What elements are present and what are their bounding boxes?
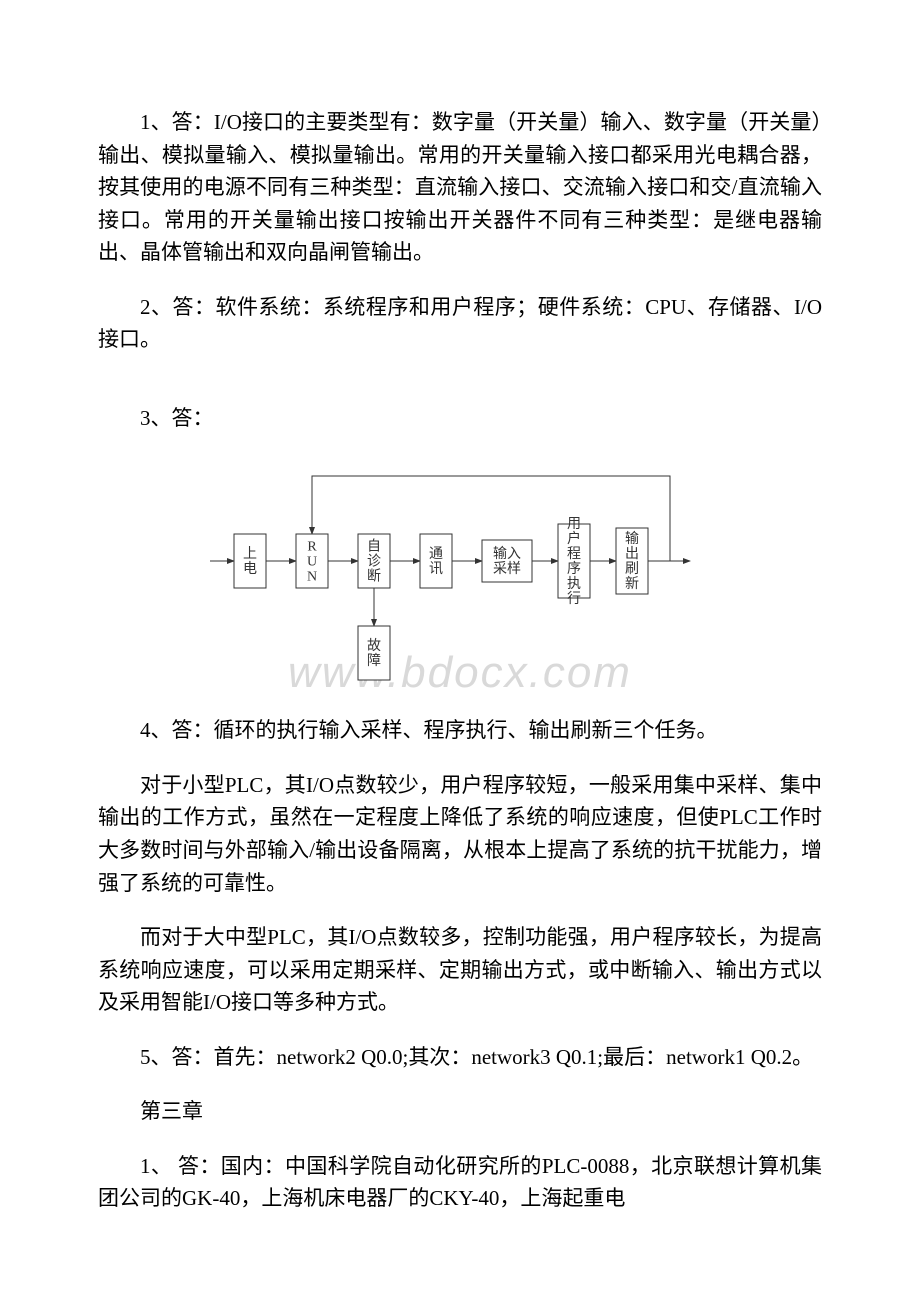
svg-text:R: R [307,540,317,555]
spacer [98,378,822,402]
answer-4: 4、答：循环的执行输入采样、程序执行、输出刷新三个任务。 [98,714,822,747]
flowchart-container: 上电 RUN 自诊断 通讯 输入采样 用户程序执行 输出刷新故障 [98,456,822,686]
svg-text:通: 通 [429,546,443,562]
svg-text:上: 上 [243,546,257,562]
chapter-3-answer-1: 1、 答：国内：中国科学院自动化研究所的PLC-0088，北京联想计算机集团公司… [98,1150,822,1215]
svg-text:程: 程 [567,546,581,562]
svg-text:自: 自 [367,539,381,555]
svg-text:执: 执 [567,576,581,592]
svg-text:诊: 诊 [367,554,381,570]
svg-text:断: 断 [367,569,381,585]
chapter-3-heading: 第三章 [98,1095,822,1128]
answer-4-detail-small: 对于小型PLC，其I/O点数较少，用户程序较短，一般采用集中采样、集中输出的工作… [98,769,822,899]
svg-text:刷: 刷 [625,561,639,577]
svg-text:户: 户 [567,530,581,547]
svg-text:采样: 采样 [493,561,521,577]
svg-text:电: 电 [243,561,257,577]
svg-text:U: U [307,555,317,570]
svg-text:出: 出 [625,546,639,562]
svg-text:N: N [307,570,317,585]
answer-1: 1、答：I/O接口的主要类型有：数字量（开关量）输入、数字量（开关量）输出、模拟… [98,106,822,269]
svg-text:讯: 讯 [429,561,443,577]
svg-text:故: 故 [367,638,381,654]
answer-2: 2、答：软件系统：系统程序和用户程序；硬件系统：CPU、存储器、I/O接口。 [98,291,822,356]
plc-cycle-flowchart: 上电 RUN 自诊断 通讯 输入采样 用户程序执行 输出刷新故障 [210,456,710,686]
answer-4-detail-large: 而对于大中型PLC，其I/O点数较多，控制功能强，用户程序较长，为提高系统响应速… [98,921,822,1019]
svg-text:障: 障 [367,653,381,669]
svg-text:输: 输 [625,531,639,547]
answer-5: 5、答：首先：network2 Q0.0;其次：network3 Q0.1;最后… [98,1041,822,1074]
answer-3-label: 3、答： [98,402,822,435]
svg-text:输入: 输入 [493,546,521,562]
svg-text:序: 序 [567,561,581,577]
document-body: 1、答：I/O接口的主要类型有：数字量（开关量）输入、数字量（开关量）输出、模拟… [0,0,920,1215]
svg-text:行: 行 [567,591,581,607]
svg-text:用: 用 [567,517,581,532]
svg-text:新: 新 [625,576,639,592]
